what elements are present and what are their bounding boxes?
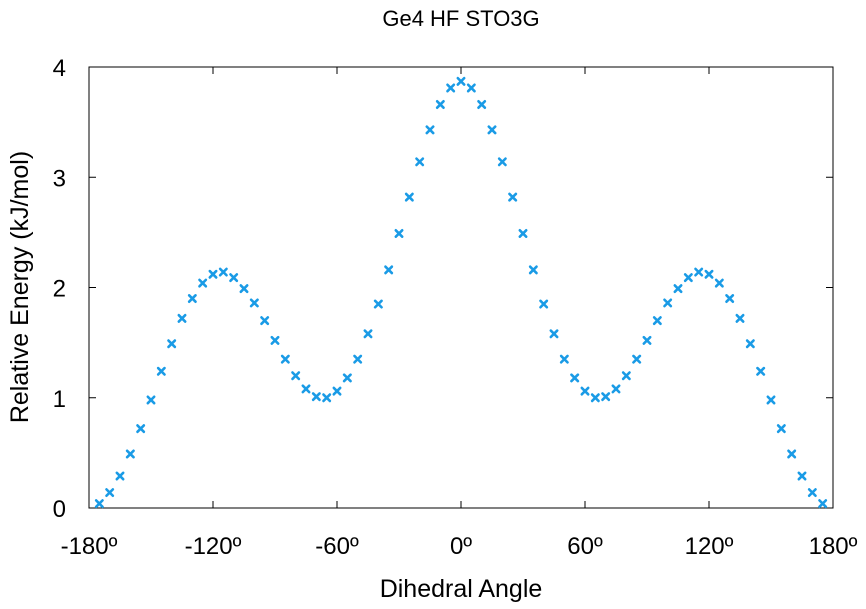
data-point xyxy=(311,392,321,402)
x-tick-label: 0º xyxy=(450,533,472,560)
data-point xyxy=(353,354,363,364)
data-point xyxy=(167,339,177,349)
data-point xyxy=(756,366,766,376)
data-point xyxy=(94,499,104,509)
y-tick-label: 4 xyxy=(53,55,66,82)
data-point xyxy=(621,371,631,381)
data-point xyxy=(580,386,590,396)
data-point xyxy=(528,265,538,275)
axis-ticks: -180º -120º -60º 0º 60º 120º 180º 0 1 2 3 4 xyxy=(53,55,858,560)
data-point xyxy=(704,269,714,279)
data-point xyxy=(435,99,445,109)
data-points xyxy=(94,76,828,509)
data-point xyxy=(198,278,208,288)
data-point xyxy=(384,265,394,275)
data-point xyxy=(342,373,352,383)
data-point xyxy=(776,424,786,434)
data-point xyxy=(694,267,704,277)
data-point xyxy=(673,284,683,294)
data-point xyxy=(508,192,518,202)
data-point xyxy=(260,316,270,326)
data-point xyxy=(466,83,476,93)
data-point xyxy=(404,192,414,202)
data-point xyxy=(787,449,797,459)
data-point xyxy=(280,354,290,364)
y-tick-label: 1 xyxy=(53,386,66,413)
data-point xyxy=(373,299,383,309)
data-point xyxy=(239,284,249,294)
data-point xyxy=(218,267,228,277)
data-point xyxy=(270,335,280,345)
data-point xyxy=(415,157,425,167)
data-point xyxy=(549,329,559,339)
data-point xyxy=(539,299,549,309)
data-point xyxy=(177,313,187,323)
x-tick-label: -180º xyxy=(61,533,118,560)
data-point xyxy=(766,395,776,405)
data-point xyxy=(249,298,259,308)
data-point xyxy=(425,125,435,135)
x-tick-label: -120º xyxy=(185,533,242,560)
data-point xyxy=(187,294,197,304)
plot-frame xyxy=(88,66,834,509)
data-point xyxy=(683,273,693,283)
data-point xyxy=(291,371,301,381)
data-point xyxy=(229,273,239,283)
data-point xyxy=(735,313,745,323)
y-tick-label: 2 xyxy=(53,276,66,303)
data-point xyxy=(652,316,662,326)
data-point xyxy=(663,298,673,308)
x-tick-label: 180º xyxy=(809,533,858,560)
data-point xyxy=(322,393,332,403)
data-point xyxy=(301,384,311,394)
data-point xyxy=(518,228,528,238)
data-point xyxy=(797,471,807,481)
data-point xyxy=(642,335,652,345)
data-point xyxy=(570,373,580,383)
data-point xyxy=(394,228,404,238)
data-point xyxy=(146,395,156,405)
data-point xyxy=(136,424,146,434)
data-point xyxy=(125,449,135,459)
x-tick-label: 60º xyxy=(567,533,603,560)
data-point xyxy=(477,99,487,109)
y-tick-label: 3 xyxy=(53,165,66,192)
data-point xyxy=(497,157,507,167)
chart-title: Ge4 HF STO3G xyxy=(382,6,539,31)
data-point xyxy=(456,76,466,86)
data-point xyxy=(601,392,611,402)
data-point xyxy=(714,278,724,288)
x-tick-label: 120º xyxy=(685,533,734,560)
data-point xyxy=(208,269,218,279)
x-axis-label: Dihedral Angle xyxy=(380,575,543,603)
data-point xyxy=(590,393,600,403)
data-point xyxy=(559,354,569,364)
data-point xyxy=(487,125,497,135)
data-point xyxy=(115,471,125,481)
data-point xyxy=(446,83,456,93)
data-point xyxy=(156,366,166,376)
data-point xyxy=(807,488,817,498)
data-point xyxy=(632,354,642,364)
x-tick-label: -60º xyxy=(315,533,359,560)
data-point xyxy=(611,384,621,394)
y-tick-label: 0 xyxy=(53,496,66,523)
data-point xyxy=(745,339,755,349)
data-point xyxy=(332,386,342,396)
data-point xyxy=(105,488,115,498)
data-point xyxy=(818,499,828,509)
data-point xyxy=(363,329,373,339)
y-axis-label: Relative Energy (kJ/mol) xyxy=(6,151,34,423)
data-point xyxy=(725,294,735,304)
